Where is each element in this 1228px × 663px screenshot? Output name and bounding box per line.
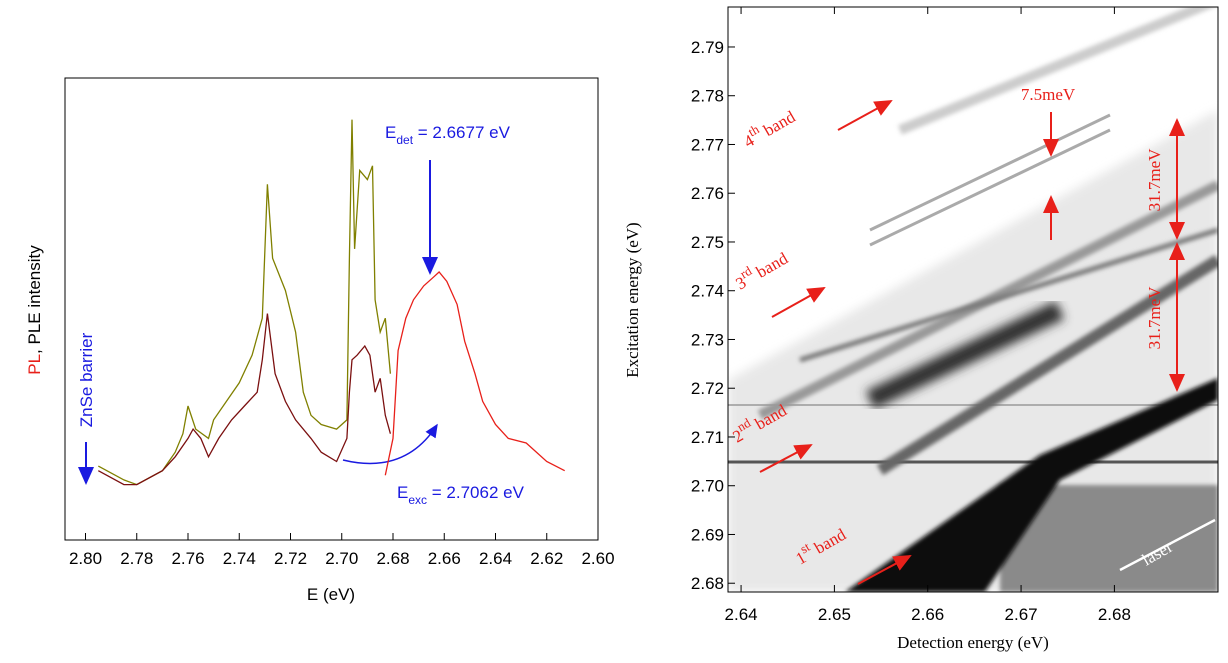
y-tick-label: 2.69 (691, 525, 724, 544)
annotation: 31.7meV (1145, 148, 1164, 212)
y-tick-label: 2.70 (691, 477, 724, 496)
x-tick-label: 2.72 (274, 549, 307, 568)
y-tick-label: 2.73 (691, 330, 724, 349)
arrow (342, 423, 438, 465)
annotation: ZnSe barrier (77, 332, 96, 427)
plot-frame (727, 6, 1219, 593)
arrows (759, 100, 1185, 585)
heatmap-image (728, 7, 1218, 592)
x-tick-label: 2.76 (171, 549, 204, 568)
x-tick-label: 2.60 (581, 549, 614, 568)
y-tick-label: 2.78 (691, 87, 724, 106)
x-tick-label: 2.68 (1098, 605, 1131, 624)
x-axis-label: E (eV) (307, 585, 355, 604)
y-tick-label: 2.79 (691, 38, 724, 57)
t: = 2.7062 eV (427, 483, 525, 502)
t: det (396, 133, 413, 147)
y-axis-label: Excitation energy (eV) (623, 222, 642, 377)
x-tick-label: 2.66 (428, 549, 461, 568)
annotation: Eexc = 2.7062 eV (397, 483, 525, 507)
annotation: Edet = 2.6677 eV (385, 123, 511, 147)
t: exc (408, 493, 427, 507)
y-tick-label: 2.68 (691, 574, 724, 593)
x-tick-label: 2.66 (911, 605, 944, 624)
annotation: 7.5meV (1021, 85, 1076, 104)
y-tick-label: 2.77 (691, 135, 724, 154)
x-tick-label: 2.67 (1005, 605, 1038, 624)
data-line (97, 119, 392, 486)
x-tick-label: 2.78 (120, 549, 153, 568)
t: = 2.6677 eV (413, 123, 511, 142)
y-tick-label: 2.76 (691, 184, 724, 203)
annotation: 31.7meV (1145, 286, 1164, 350)
label-part: PL (25, 354, 44, 375)
x-tick-label: 2.65 (818, 605, 851, 624)
plot-frame (64, 77, 599, 541)
x-axis-label: Detection energy (eV) (897, 633, 1049, 652)
x-tick-label: 2.68 (376, 549, 409, 568)
x-tick-label: 2.80 (69, 549, 102, 568)
y-tick-label: 2.71 (691, 428, 724, 447)
x-tick-label: 2.62 (530, 549, 563, 568)
y-axis-label: PL, PLE intensity (25, 245, 44, 375)
t: E (397, 483, 408, 502)
y-tick-label: 2.74 (691, 282, 724, 301)
y-tick-label: 2.75 (691, 233, 724, 252)
x-tick-label: 2.64 (725, 605, 758, 624)
x-tick-label: 2.70 (325, 549, 358, 568)
x-tick-label: 2.64 (479, 549, 512, 568)
label-part: , PLE intensity (25, 245, 44, 354)
data-line (97, 313, 392, 486)
y-tick-label: 2.72 (691, 379, 724, 398)
t: E (385, 123, 396, 142)
data-line (384, 271, 565, 476)
x-tick-label: 2.74 (223, 549, 256, 568)
